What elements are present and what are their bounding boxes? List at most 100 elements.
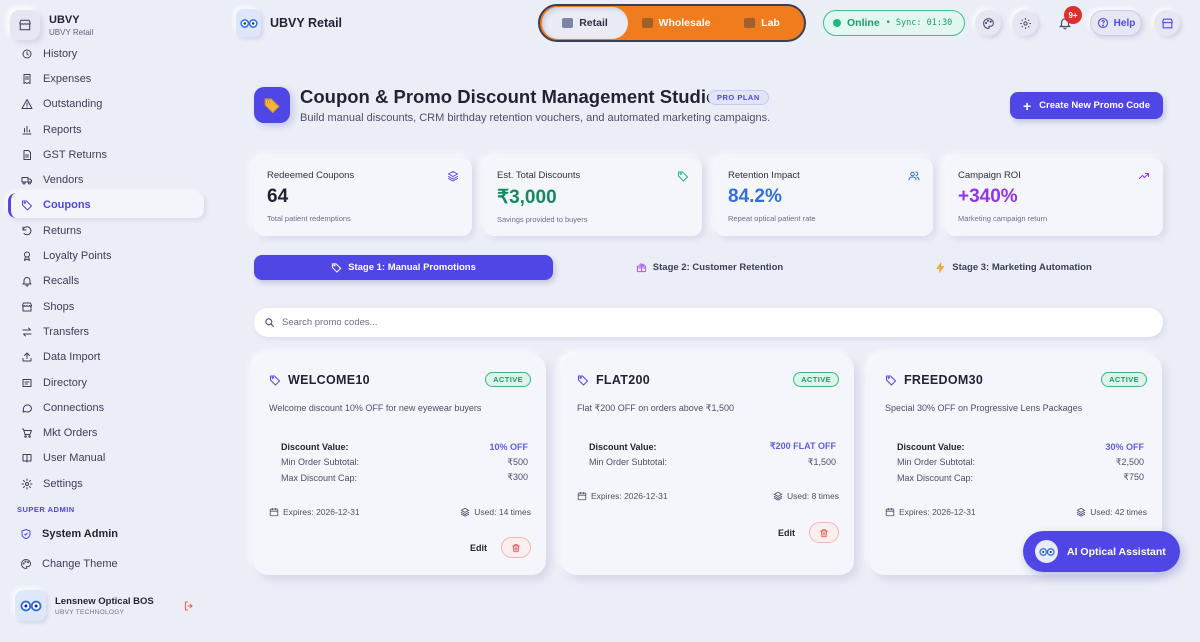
help-button[interactable]: Help xyxy=(1090,10,1142,36)
bell-icon xyxy=(22,277,32,287)
coupon-detail-row: Min Order Subtotal: ₹500 xyxy=(281,455,528,471)
segment-wholesale[interactable]: Wholesale xyxy=(628,7,724,39)
palette-icon xyxy=(982,17,994,29)
search-icon xyxy=(265,318,275,328)
sidebar-item-directory[interactable]: Directory xyxy=(8,370,204,395)
sidebar-item-mkt-orders[interactable]: Mkt Orders xyxy=(8,420,204,445)
gift-icon xyxy=(636,263,646,273)
stat-note: Total patient redemptions xyxy=(267,214,351,223)
detail-label: Max Discount Cap: xyxy=(897,472,974,483)
ai-assistant-button[interactable]: AI Optical Assistant xyxy=(1023,531,1180,572)
detail-value: ₹200 FLAT OFF xyxy=(769,441,836,452)
palette-icon xyxy=(21,558,32,569)
page-subtitle: Build manual discounts, CRM birthday ret… xyxy=(300,112,771,124)
settings-button[interactable] xyxy=(1012,10,1038,36)
sidebar-item-system-admin[interactable]: System Admin xyxy=(8,521,204,546)
delete-button[interactable] xyxy=(809,522,839,543)
create-promo-button[interactable]: + Create New Promo Code xyxy=(1010,92,1163,119)
eyeglasses-icon xyxy=(20,600,41,611)
sidebar-item-gst-returns[interactable]: GST Returns xyxy=(8,142,204,167)
notification-count-badge: 9+ xyxy=(1064,6,1082,24)
store-icon xyxy=(22,302,32,312)
coupon-detail-row: Discount Value: 10% OFF xyxy=(281,439,528,455)
sidebar-item-label: Returns xyxy=(43,224,82,237)
sidebar-item-shops[interactable]: Shops xyxy=(8,294,204,319)
sidebar-item-history[interactable]: History xyxy=(8,41,204,66)
segment-retail[interactable]: Retail xyxy=(542,7,628,39)
trash-icon xyxy=(820,528,828,537)
sidebar-item-returns[interactable]: Returns xyxy=(8,218,204,243)
sidebar-item-expenses[interactable]: Expenses xyxy=(8,66,204,91)
sidebar-item-label: Data Import xyxy=(43,351,101,364)
segment-lab[interactable]: Lab xyxy=(724,7,800,39)
sidebar-item-label: GST Returns xyxy=(43,148,107,161)
tab-stage-3[interactable]: Stage 3: Marketing Automation xyxy=(864,255,1163,280)
sidebar-item-label: Mkt Orders xyxy=(43,427,98,440)
sidebar-item-transfers[interactable]: Transfers xyxy=(8,319,204,344)
detail-label: Min Order Subtotal: xyxy=(897,457,976,468)
sidebar-item-loyalty-points[interactable]: Loyalty Points xyxy=(8,243,204,268)
coupon-description: Welcome discount 10% OFF for new eyewear… xyxy=(269,403,482,413)
gear-icon xyxy=(21,478,33,490)
coupon-actions: Edit xyxy=(778,522,839,543)
sidebar-item-settings[interactable]: Settings xyxy=(8,471,204,496)
tab-stage-2[interactable]: Stage 2: Customer Retention xyxy=(560,255,859,280)
trending-up-icon xyxy=(1139,173,1149,179)
sidebar-item-reports[interactable]: Reports xyxy=(8,117,204,142)
sidebar-item-data-import[interactable]: Data Import xyxy=(8,345,204,370)
layers-icon xyxy=(773,491,783,501)
tag-icon xyxy=(254,87,290,123)
sidebar-item-outstanding[interactable]: Outstanding xyxy=(8,92,204,117)
sidebar: UBVY UBVY Retail History Expenses Outstand… xyxy=(0,0,214,642)
brand[interactable]: UBVY UBVY Retail xyxy=(10,10,93,40)
help-icon xyxy=(1097,17,1108,29)
expiry-date: Expires: 2026-12-31 xyxy=(577,491,668,501)
detail-label: Max Discount Cap: xyxy=(281,472,358,483)
sidebar-item-label: Transfers xyxy=(43,325,90,338)
detail-label: Discount Value: xyxy=(281,441,349,452)
delete-button[interactable] xyxy=(501,537,531,558)
tab-stage-1[interactable]: Stage 1: Manual Promotions xyxy=(254,255,553,280)
edit-button[interactable]: Edit xyxy=(470,542,487,553)
profile-company: UBVY TECHNOLOGY xyxy=(55,608,125,616)
app-title: UBVY Retail xyxy=(270,16,343,30)
tab-label: Stage 1: Manual Promotions xyxy=(348,262,476,273)
edit-button[interactable]: Edit xyxy=(778,527,795,538)
tag-icon xyxy=(331,263,342,273)
stat-card-retention-impact: Retention Impact 84.2% Repeat optical pati… xyxy=(715,158,933,236)
coupon-detail-row: Max Discount Cap: ₹300 xyxy=(281,470,528,486)
sidebar-item-label: Shops xyxy=(43,300,75,313)
search-input[interactable] xyxy=(282,317,1142,328)
connection-status: Online • Sync: 01:30 xyxy=(823,10,965,36)
tag-icon xyxy=(578,375,588,386)
stat-label: Est. Total Discounts xyxy=(497,170,581,181)
gear-icon xyxy=(1019,17,1031,29)
users-icon xyxy=(908,171,920,181)
coupon-code: WELCOME10 xyxy=(269,373,370,387)
detail-label: Discount Value: xyxy=(897,441,965,452)
shop-button[interactable] xyxy=(1154,10,1180,36)
coupon-description: Flat ₹200 OFF on orders above ₹1,500 xyxy=(577,403,735,413)
stat-note: Repeat optical patient rate xyxy=(728,214,816,223)
app-logo[interactable]: UBVY Retail xyxy=(236,9,342,37)
logout-icon[interactable] xyxy=(183,600,195,615)
sidebar-item-user-manual[interactable]: User Manual xyxy=(8,446,204,471)
user-profile[interactable]: Lensnew Optical BOS UBVY TECHNOLOGY xyxy=(15,590,154,621)
tag-icon xyxy=(270,375,280,386)
eyeglasses-icon xyxy=(1035,540,1058,563)
expiry-date: Expires: 2026-12-31 xyxy=(885,507,976,517)
sidebar-item-label: Loyalty Points xyxy=(43,250,112,263)
avatar xyxy=(15,590,46,621)
theme-button[interactable] xyxy=(975,10,1001,36)
store-icon xyxy=(1161,18,1173,28)
sidebar-item-recalls[interactable]: Recalls xyxy=(8,269,204,294)
sidebar-item-vendors[interactable]: Vendors xyxy=(8,167,204,192)
calendar-icon xyxy=(269,507,279,517)
page-title: Coupon & Promo Discount Management Studi… xyxy=(300,86,718,107)
sidebar-item-coupons[interactable]: Coupons xyxy=(8,192,204,219)
sidebar-item-connections[interactable]: Connections xyxy=(8,395,204,420)
document-icon xyxy=(23,149,31,160)
sidebar-item-change-theme[interactable]: Change Theme xyxy=(8,551,204,576)
sidebar-item-label: Coupons xyxy=(43,199,91,212)
tag-icon xyxy=(22,200,32,211)
